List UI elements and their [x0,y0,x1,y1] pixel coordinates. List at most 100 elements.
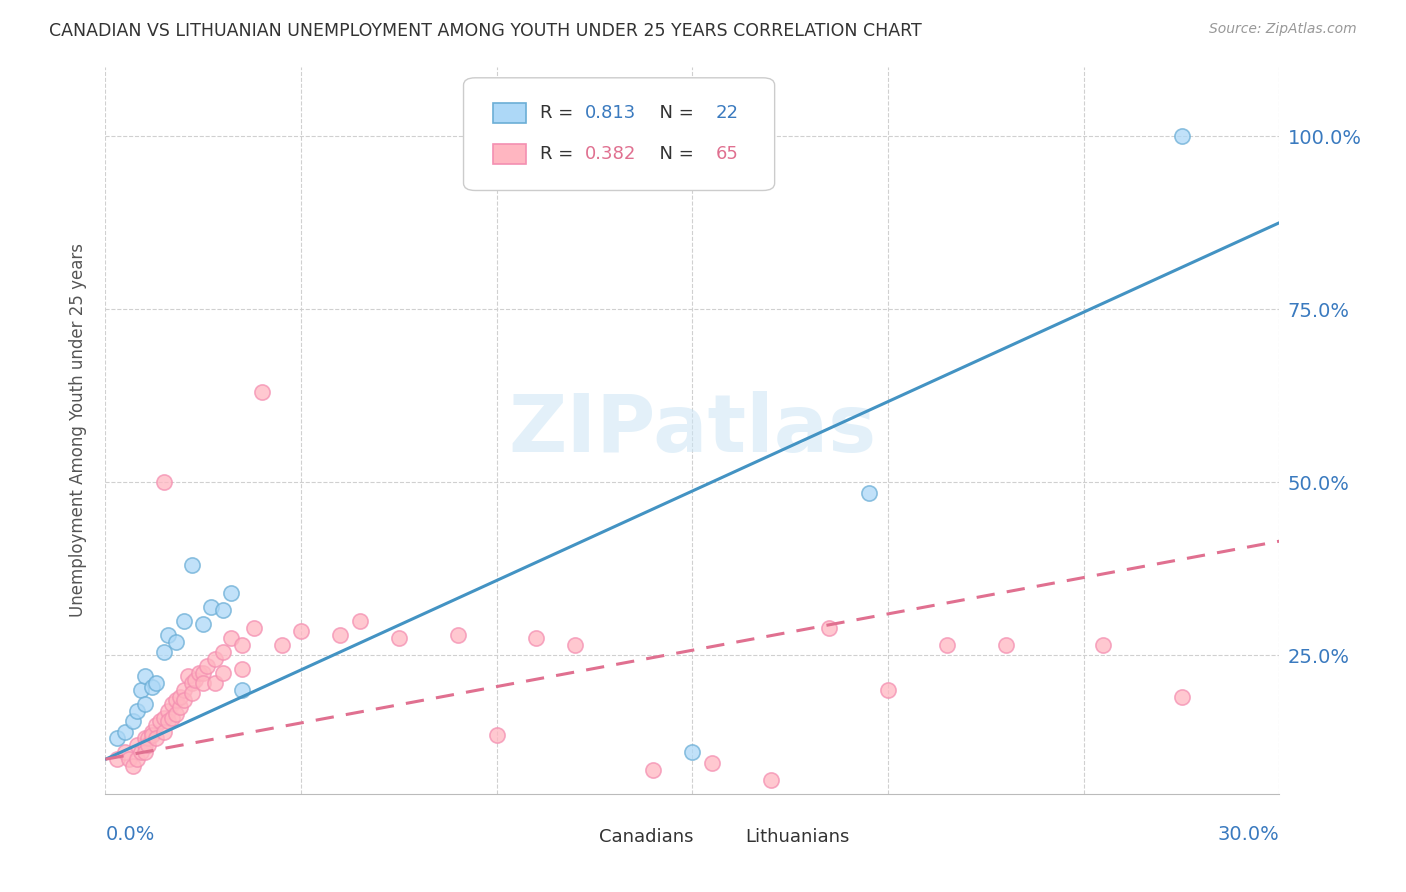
Point [169,690,191,704]
Text: 22: 22 [716,103,740,121]
Point [935,638,957,652]
Point [134,731,156,746]
Point [219,586,242,600]
Point [1092,638,1115,652]
Point [1170,129,1192,144]
Text: N =: N = [648,103,699,121]
Point [388,631,411,645]
Point [129,683,152,698]
Point [153,724,176,739]
Point [524,631,547,645]
Point [157,704,180,718]
Point [211,665,233,680]
Point [138,731,160,746]
Point [114,724,136,739]
Point [165,693,187,707]
Point [165,634,187,648]
Point [105,752,128,766]
Point [180,558,202,573]
Point [173,693,195,707]
Point [125,704,148,718]
Point [193,676,215,690]
Point [211,645,233,659]
Text: 0.0%: 0.0% [105,824,155,844]
Point [243,621,266,635]
Text: 30.0%: 30.0% [1218,824,1279,844]
Point [134,697,156,711]
Point [204,676,226,690]
Point [204,652,226,666]
Point [173,683,195,698]
Point [211,603,233,617]
Point [195,658,218,673]
Point [153,711,176,725]
Point [121,714,143,728]
Point [153,645,176,659]
Point [759,772,782,787]
Bar [494,144,526,164]
Point [118,752,141,766]
Point [231,683,253,698]
Point [141,680,163,694]
Point [173,614,195,628]
Point [153,475,176,490]
Point [643,763,665,777]
Point [219,631,242,645]
Point [134,745,156,759]
Point [149,714,172,728]
Point [188,665,211,680]
Point [180,686,202,700]
Point [564,638,586,652]
Point [134,669,156,683]
Text: R =: R = [540,145,579,163]
Point [145,731,167,746]
Point [129,745,152,759]
Point [121,759,143,773]
Point [141,724,163,739]
Point [877,683,900,698]
Text: ZIPatlas: ZIPatlas [509,392,876,469]
Point [681,745,703,759]
Point [184,673,207,687]
Text: Canadians: Canadians [599,829,693,847]
Point [125,739,148,753]
Point [145,717,167,731]
Point [231,662,253,676]
Bar [494,103,526,123]
Point [169,700,191,714]
Point [193,665,215,680]
Point [485,728,508,742]
Point [125,752,148,766]
Point [160,711,183,725]
Point [180,676,202,690]
Point [858,485,880,500]
Text: N =: N = [648,145,699,163]
Point [114,745,136,759]
Text: R =: R = [540,103,579,121]
Point [141,728,163,742]
Point [176,669,198,683]
Point [134,739,156,753]
Text: Source: ZipAtlas.com: Source: ZipAtlas.com [1209,22,1357,37]
Point [446,627,468,641]
Point [250,385,273,400]
Point [1170,690,1192,704]
Point [290,624,312,639]
Point [349,614,371,628]
Point [145,676,167,690]
Point [138,739,160,753]
Point [818,621,841,635]
Text: 65: 65 [716,145,738,163]
Point [231,638,253,652]
Point [700,756,723,770]
Text: CANADIAN VS LITHUANIAN UNEMPLOYMENT AMONG YOUTH UNDER 25 YEARS CORRELATION CHART: CANADIAN VS LITHUANIAN UNEMPLOYMENT AMON… [49,22,922,40]
Text: 0.382: 0.382 [585,145,636,163]
Point [270,638,292,652]
Point [157,627,180,641]
Bar [704,827,740,848]
Point [193,617,215,632]
Point [105,731,128,746]
Point [160,697,183,711]
Point [329,627,352,641]
Point [994,638,1017,652]
